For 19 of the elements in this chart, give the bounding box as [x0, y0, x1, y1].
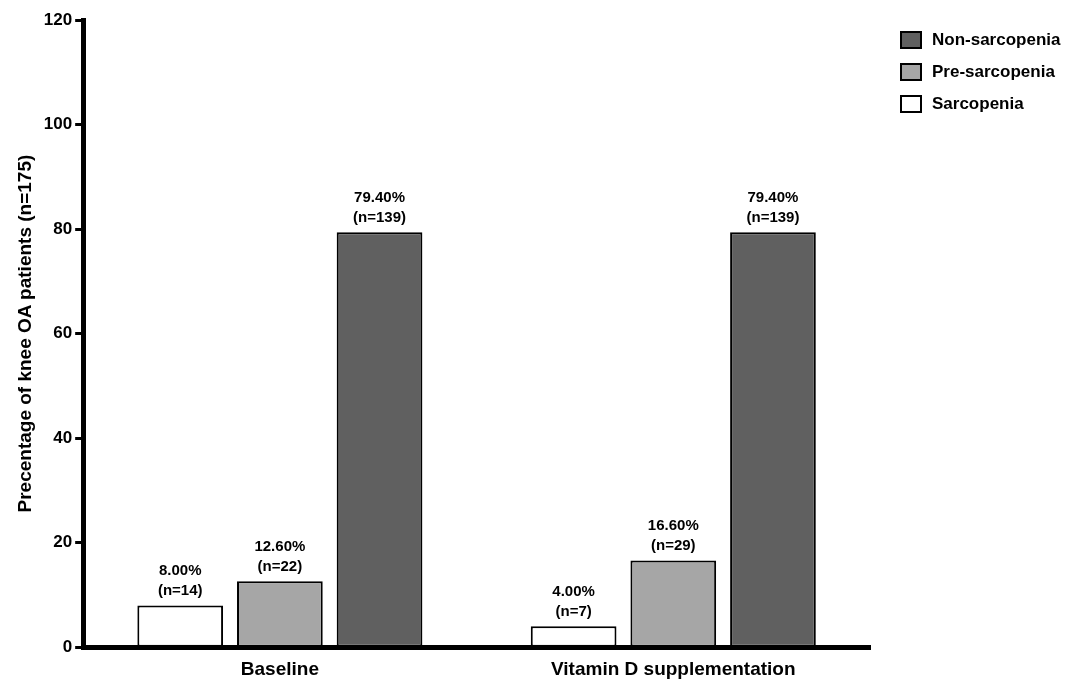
y-axis-title: Precentage of knee OA patients (n=175)	[13, 154, 35, 513]
x-tick-label: Vitamin D supplementation	[551, 657, 796, 679]
data-label: 8.00% (n=14)	[157, 561, 203, 599]
legend-label: Pre-sarcopenia	[932, 62, 1055, 82]
legend-label: Non-sarcopenia	[932, 30, 1061, 50]
y-tick-label: 100	[43, 114, 73, 134]
y-tick-label: 80	[53, 218, 73, 238]
text: Sarcopenia	[932, 94, 1024, 114]
y-tick-label: 60	[53, 323, 73, 343]
x-tick-label: Baseline	[240, 657, 319, 679]
data-label: 79.40% (n=139)	[746, 188, 800, 226]
y-tick-label: 0	[62, 636, 73, 656]
data-label: 4.00% (n=7)	[552, 582, 595, 620]
data-label: 79.40% (n=139)	[353, 188, 407, 226]
y-tick-label: 20	[53, 532, 73, 552]
data-label: 16.60% (n=29)	[647, 516, 699, 554]
y-tick-label: 120	[43, 9, 73, 29]
data-label: 12.60% (n=22)	[254, 537, 306, 575]
y-tick-label: 40	[53, 427, 73, 447]
